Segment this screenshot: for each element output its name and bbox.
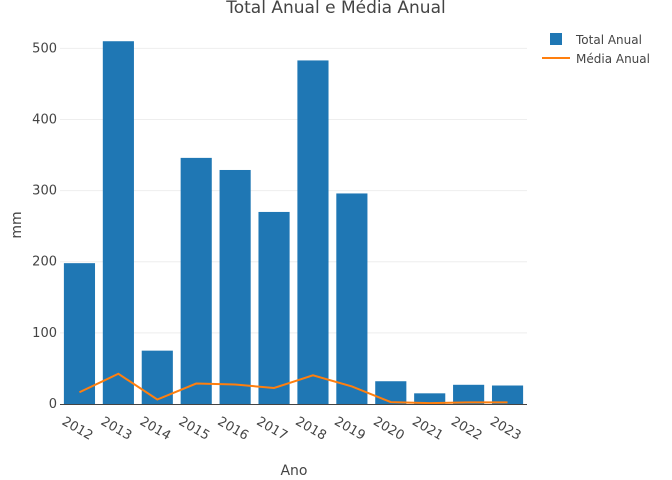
- legend-label-total-anual: Total Anual: [575, 33, 642, 47]
- line-series: [79, 372, 508, 405]
- grid: [60, 47, 527, 334]
- x-tick-label: 2019: [332, 414, 368, 444]
- bar-2017[interactable]: [258, 211, 290, 404]
- bar-series: [63, 41, 524, 405]
- x-tick-label: 2017: [254, 414, 290, 444]
- y-axis-title: mm: [9, 211, 25, 238]
- bar-2012[interactable]: [63, 263, 96, 404]
- bar-2016[interactable]: [219, 169, 251, 404]
- x-tick-label: 2012: [59, 414, 95, 444]
- legend-label-media-anual: Média Anual: [576, 52, 650, 66]
- bar-2020[interactable]: [375, 381, 407, 404]
- y-tick-label: 300: [32, 184, 57, 199]
- x-tick-label: 2021: [409, 414, 445, 444]
- bar-2021[interactable]: [414, 393, 446, 404]
- bar-2019[interactable]: [336, 193, 368, 404]
- x-tick-label: 2016: [215, 414, 251, 444]
- y-tick-label: 200: [32, 255, 57, 270]
- x-tick-label: 2013: [98, 414, 134, 444]
- y-tick-label: 400: [32, 112, 57, 127]
- y-tick-label: 100: [32, 326, 57, 341]
- bar-2018[interactable]: [297, 60, 329, 405]
- bar-2015[interactable]: [180, 157, 212, 404]
- bar-2022[interactable]: [453, 384, 485, 404]
- x-tick-label: 2023: [487, 414, 523, 444]
- x-tick-label: 2018: [293, 414, 329, 444]
- chart-title: Total Anual e Média Anual: [225, 0, 445, 18]
- x-tick-label: 2020: [370, 414, 406, 444]
- x-tick-label: 2015: [176, 414, 212, 444]
- legend-swatch-total-anual: [550, 33, 562, 45]
- legend[interactable]: Total Anual Média Anual: [542, 33, 650, 66]
- y-tick-label: 0: [49, 397, 57, 412]
- x-axis-title: Ano: [280, 463, 307, 479]
- x-tick-label: 2022: [448, 414, 484, 444]
- bar-2013[interactable]: [102, 41, 134, 405]
- line-media-anual[interactable]: [79, 372, 508, 405]
- x-tick-label: 2014: [137, 414, 173, 444]
- y-tick-label: 500: [32, 41, 57, 56]
- bar-2023[interactable]: [491, 385, 524, 404]
